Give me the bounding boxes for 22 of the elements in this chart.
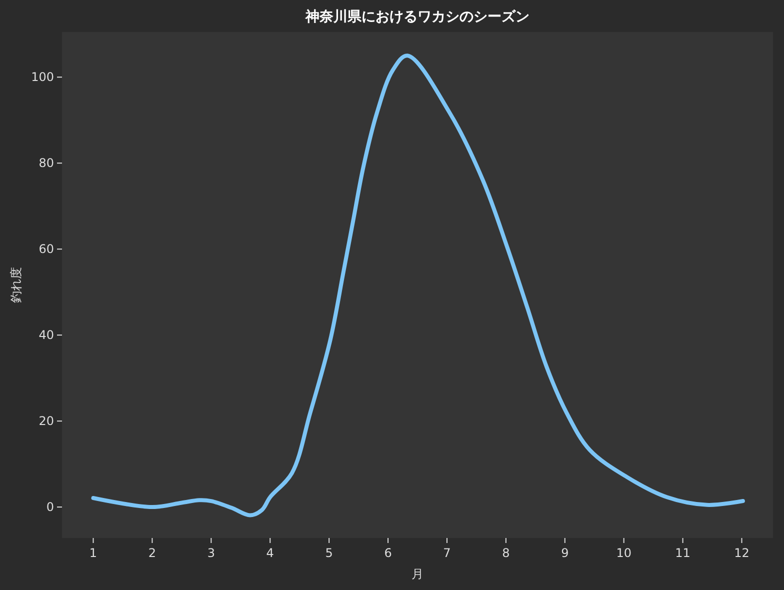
chart-title: 神奈川県におけるワカシのシーズン [304, 8, 530, 25]
x-tick-label: 6 [384, 546, 392, 560]
y-tick-label: 40 [38, 328, 54, 342]
x-tick-label: 9 [561, 546, 569, 560]
x-tick-label: 11 [675, 546, 690, 560]
x-tick-label: 5 [325, 546, 333, 560]
x-tick-label: 10 [616, 546, 632, 560]
x-tick-label: 7 [443, 546, 451, 560]
x-tick-label: 12 [734, 546, 750, 560]
y-tick-label: 80 [38, 156, 54, 170]
x-tick-label: 1 [89, 546, 98, 560]
x-tick-label: 3 [207, 546, 215, 560]
y-tick-label: 0 [46, 500, 54, 514]
y-tick-label: 60 [38, 242, 54, 256]
line-series [91, 54, 745, 518]
y-tick-label: 100 [31, 70, 54, 84]
y-tick-label: 20 [38, 414, 54, 428]
x-axis-title: 月 [412, 567, 424, 581]
x-tick-label: 8 [502, 546, 510, 560]
x-tick-label: 4 [266, 546, 274, 560]
x-tick-label: 2 [148, 546, 156, 560]
y-axis-title: 釣れ度 [9, 267, 23, 303]
